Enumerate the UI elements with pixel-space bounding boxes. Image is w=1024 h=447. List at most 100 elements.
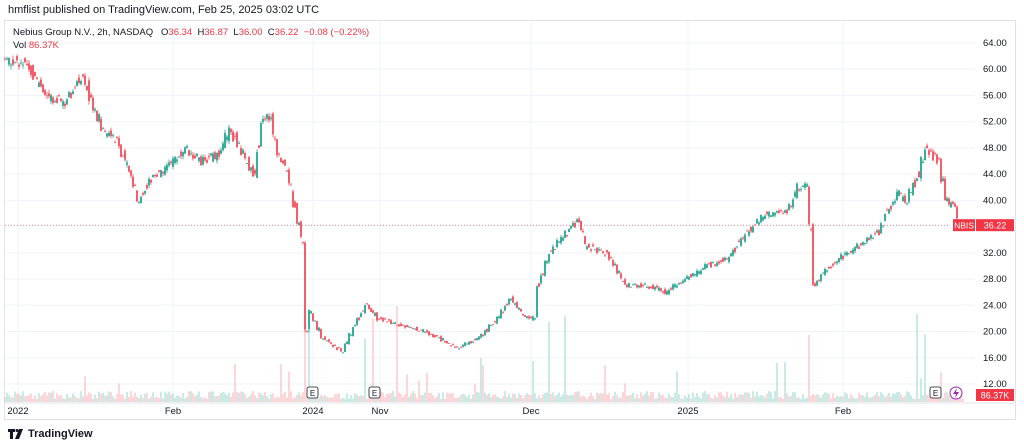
volume-bar [52, 391, 54, 402]
candle-body [316, 321, 318, 330]
volume-bar [304, 329, 306, 402]
volume-bar [830, 398, 832, 402]
candle-body [310, 311, 312, 314]
candle-body [826, 270, 828, 272]
volume-bar [746, 392, 748, 402]
volume-bar [892, 393, 894, 402]
volume-bar [534, 393, 536, 402]
volume-bar [34, 395, 36, 402]
candle-body [198, 157, 200, 161]
candle-body [262, 118, 264, 122]
price-tick: 48.00 [983, 143, 1007, 154]
volume-bar [572, 394, 574, 402]
candle-body [530, 316, 532, 319]
volume-bar [174, 397, 176, 402]
volume-bar [476, 391, 478, 402]
volume-bar [6, 392, 8, 402]
volume-bar [472, 394, 474, 402]
earnings-marker[interactable]: E [929, 386, 942, 399]
volume-bar [564, 316, 566, 402]
candle-body [870, 235, 872, 239]
price-tick: 32.00 [983, 248, 1007, 259]
candle-body [608, 251, 610, 260]
volume-bar [72, 393, 74, 402]
volume-bar [618, 397, 620, 402]
candle-body [706, 264, 708, 269]
candle-body [478, 336, 480, 340]
high-value: 36.87 [204, 27, 229, 38]
candle-body [944, 178, 946, 201]
candle-body [506, 303, 508, 305]
volume-bar [326, 396, 328, 402]
tradingview-logo[interactable]: TradingView [8, 428, 93, 440]
candle-body [496, 316, 498, 324]
volume-bar [580, 396, 582, 402]
volume-bar [402, 397, 404, 402]
candle-body [742, 237, 744, 239]
volume-bar [28, 395, 30, 402]
candle-body [146, 184, 148, 189]
candle-body [240, 148, 242, 155]
volume-bar [826, 392, 828, 402]
candle-body [956, 206, 958, 219]
candle-body [68, 92, 70, 98]
candle-body [444, 340, 446, 343]
volume-bar [266, 396, 268, 402]
volume-bar [840, 396, 842, 402]
candle-body [222, 143, 224, 151]
candle-body [572, 223, 574, 227]
volume-bar [320, 394, 322, 402]
volume-bar [784, 362, 786, 402]
candle-body [528, 316, 530, 319]
volume-bar [764, 397, 766, 402]
volume-bar [568, 395, 570, 402]
volume-bar [668, 393, 670, 402]
volume-bar [134, 392, 136, 402]
volume-bar [286, 397, 288, 402]
volume-bar [730, 394, 732, 402]
lightning-icon[interactable] [949, 386, 963, 400]
candle-body [626, 284, 628, 287]
volume-bar [514, 394, 516, 402]
volume-bar [212, 391, 214, 402]
candle-body [190, 153, 192, 155]
candle-body [650, 286, 652, 289]
low-value: 36.00 [238, 27, 263, 38]
candle-body [470, 341, 472, 344]
volume-bar [768, 391, 770, 402]
volume-bar [32, 398, 34, 402]
candle-body [366, 303, 368, 305]
volume-value: 86.37K [28, 40, 59, 51]
candle-body [226, 136, 228, 140]
candle-body [320, 328, 322, 339]
volume-bar [828, 393, 830, 402]
candle-body [52, 97, 54, 103]
volume-bar [280, 364, 282, 402]
volume-bar [420, 394, 422, 402]
volume-bar [688, 393, 690, 402]
candle-body [54, 101, 56, 103]
candle-body [894, 201, 896, 203]
volume-bar [666, 398, 668, 402]
volume-bar [138, 398, 140, 402]
candle-body [388, 319, 390, 321]
volume-bar [54, 398, 56, 402]
volume-bar [548, 321, 550, 402]
candle-body [652, 284, 654, 290]
volume-bar [570, 395, 572, 402]
candle-body [464, 342, 466, 346]
candle-body [462, 344, 464, 347]
earnings-marker[interactable]: E [306, 386, 319, 399]
candle-body [784, 210, 786, 213]
earnings-marker[interactable]: E [368, 386, 381, 399]
candle-body [722, 257, 724, 262]
volume-bar [628, 395, 630, 402]
volume-bar [948, 395, 950, 402]
candle-body [178, 156, 180, 158]
candle-body [322, 338, 324, 340]
candle-body [352, 327, 354, 337]
volume-bar [778, 397, 780, 402]
volume-bar [560, 396, 562, 402]
footer-brand: TradingView [28, 428, 93, 440]
